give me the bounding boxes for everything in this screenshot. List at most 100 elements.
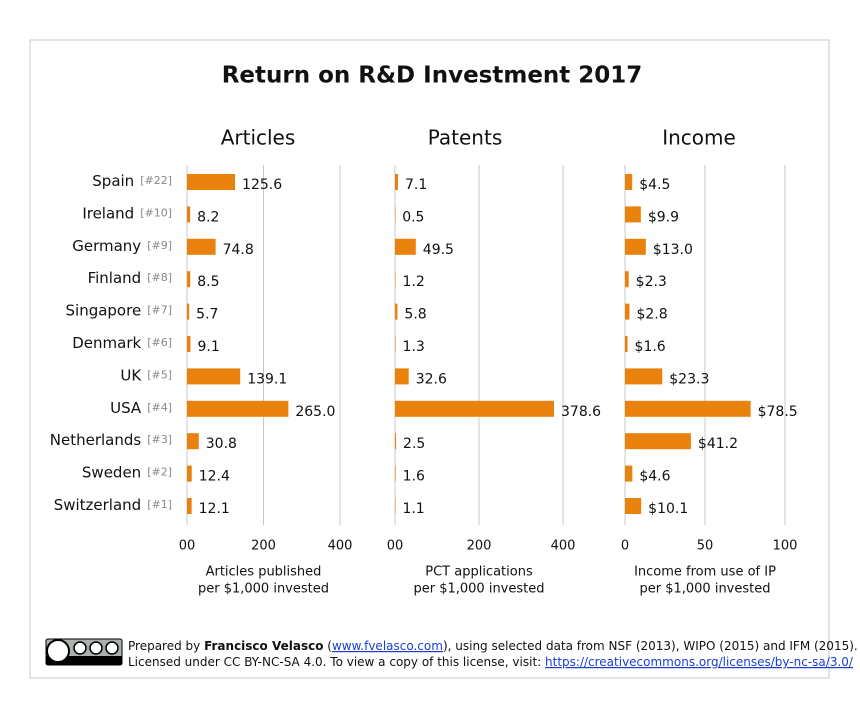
rank: [#5] [147, 368, 172, 381]
x-axis-label: PCT applications [425, 565, 533, 580]
value-label: 9.1 [197, 339, 219, 355]
value-label: $2.8 [636, 307, 667, 323]
value-label: 1.2 [403, 274, 425, 290]
category-label: Spain [#22] [92, 172, 172, 190]
category-name: Netherlands [50, 431, 142, 449]
x-axis-label: per $1,000 invested [413, 582, 544, 597]
bar [395, 368, 409, 385]
rank: [#22] [140, 174, 172, 187]
value-label: $1.6 [635, 339, 666, 355]
bar [187, 174, 236, 190]
category-label: Singapore [#7] [66, 301, 173, 319]
x-tick-label: 200 [251, 539, 276, 554]
value-label: 30.8 [206, 436, 237, 452]
chart-title: Return on R&D Investment 2017 [222, 63, 643, 89]
bar [187, 271, 191, 288]
bar [187, 368, 241, 385]
value-label: 8.2 [197, 209, 219, 225]
category-label: Ireland [#10] [82, 204, 172, 222]
bar [625, 206, 641, 223]
x-tick-label: 200 [467, 539, 492, 554]
cc-badge [45, 638, 123, 666]
footer-text: ), using selected data from NSF (2013), … [443, 639, 858, 653]
value-label: 32.6 [416, 371, 447, 387]
category-label: Sweden [#2] [82, 463, 172, 481]
panel-title: Income [662, 126, 736, 150]
x-tick-label: 50 [697, 539, 714, 554]
value-label: 7.1 [405, 177, 427, 193]
bar [187, 206, 191, 223]
bar [625, 433, 691, 450]
x-axis-label: Income from use of IP [634, 565, 776, 580]
value-label: 378.6 [561, 404, 601, 420]
value-label: 125.6 [242, 177, 282, 193]
bar [625, 238, 646, 255]
category-name: Denmark [72, 334, 141, 352]
footer-author: Francisco Velasco [204, 639, 323, 653]
rank: [#9] [147, 239, 172, 252]
rank: [#6] [147, 336, 172, 349]
category-name: Switzerland [54, 496, 142, 514]
rank: [#7] [147, 304, 172, 317]
footer-line-1: Prepared by Francisco Velasco (www.fvela… [128, 639, 858, 653]
rank: [#8] [147, 271, 172, 284]
bar [187, 238, 216, 255]
rank: [#4] [147, 401, 172, 414]
footer-link[interactable]: www.fvelasco.com [332, 639, 443, 653]
value-label: 139.1 [247, 371, 287, 387]
rank: [#2] [147, 466, 172, 479]
value-label: $10.1 [648, 501, 688, 517]
category-name: Singapore [66, 301, 142, 319]
value-label: 2.5 [403, 436, 425, 452]
bar [625, 465, 633, 482]
category-label: USA [#4] [110, 398, 172, 416]
bar [395, 498, 396, 514]
bar [625, 271, 629, 288]
bar [625, 336, 628, 352]
footer-link[interactable]: https://creativecommons.org/licenses/by-… [545, 655, 854, 669]
category-label: Finland [#8] [88, 269, 172, 287]
category-name: Germany [72, 236, 141, 254]
bar [395, 303, 398, 320]
value-label: $4.5 [639, 177, 670, 193]
value-label: 5.7 [196, 307, 218, 323]
category-label: UK [#5] [120, 366, 172, 384]
value-label: 12.1 [199, 501, 230, 517]
rank: [#10] [140, 206, 172, 219]
bar [625, 368, 663, 385]
bar [395, 174, 398, 190]
bar [395, 271, 396, 288]
bar [395, 238, 416, 255]
panel-title: Articles [221, 126, 296, 150]
value-label: 1.6 [403, 469, 425, 485]
x-axis-label: Articles published [206, 565, 322, 580]
x-axis-label: per $1,000 invested [198, 582, 329, 597]
bar [625, 400, 751, 417]
x-tick-label: 100 [773, 539, 798, 554]
value-label: $9.9 [648, 209, 679, 225]
bar [395, 336, 396, 352]
value-label: $2.3 [636, 274, 667, 290]
category-label: Denmark [#6] [72, 334, 172, 352]
value-label: 1.3 [403, 339, 425, 355]
bar [395, 400, 555, 417]
bar [395, 465, 396, 482]
value-label: 265.0 [295, 404, 335, 420]
value-label: 0.5 [402, 209, 424, 225]
category-name: Sweden [82, 463, 141, 481]
value-label: $4.6 [639, 469, 670, 485]
bar [187, 336, 191, 352]
value-label: 49.5 [423, 242, 454, 258]
category-label: Switzerland [#1] [54, 496, 172, 514]
rank: [#1] [147, 498, 172, 511]
bar [395, 206, 396, 223]
bar [187, 303, 190, 320]
bar [187, 465, 192, 482]
value-label: 1.1 [402, 501, 424, 517]
category-name: UK [120, 366, 142, 384]
panel-title: Patents [428, 126, 503, 150]
category-name: USA [110, 398, 142, 416]
value-label: $13.0 [653, 242, 693, 258]
bar [625, 303, 630, 320]
category-label: Germany [#9] [72, 236, 172, 254]
